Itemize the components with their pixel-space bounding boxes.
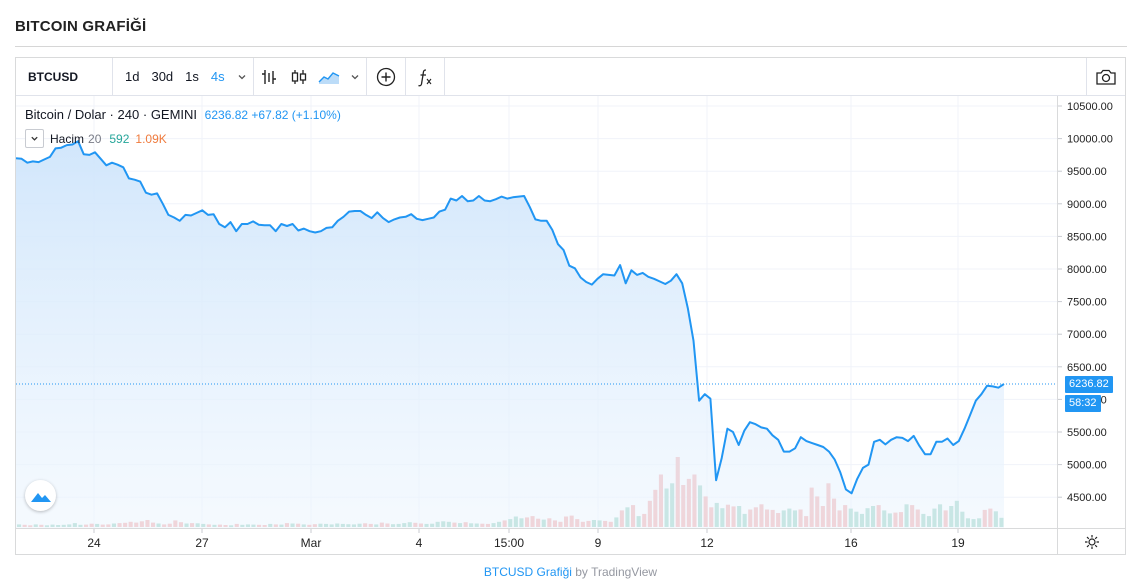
indicators-button[interactable] [406, 58, 444, 96]
bar-chart-button[interactable] [254, 58, 284, 96]
volume-period: 20 [88, 131, 102, 146]
candlestick-button[interactable] [284, 58, 314, 96]
chevron-down-icon [31, 136, 38, 141]
toolbar-divider [404, 57, 406, 96]
y-tick-label: 8000.00 [1067, 264, 1107, 276]
volume-value: 592 [109, 131, 130, 146]
toolbar-divider [365, 57, 367, 96]
chevron-down-icon [351, 74, 359, 79]
legend-symbol-name: Bitcoin / Dolar [25, 107, 106, 122]
x-tick-label: 24 [87, 536, 101, 550]
y-tick-label: 5500.00 [1067, 427, 1107, 439]
interval-1s[interactable]: 1s [185, 69, 199, 84]
legend-change: +67.82 [251, 108, 289, 122]
function-icon [417, 68, 432, 86]
footer-chart-link[interactable]: BTCUSD Grafiği [483, 565, 572, 579]
chevron-down-icon [238, 74, 246, 79]
tradingview-logo-icon [30, 492, 51, 502]
footer-brand: TradingView [591, 565, 658, 579]
last-price-label: 6236.82 [1065, 376, 1113, 393]
interval-30d[interactable]: 30d [151, 69, 174, 84]
x-tick-label: 12 [700, 536, 714, 550]
symbol-search-button[interactable]: BTCUSD [16, 57, 113, 96]
legend-exchange: GEMINI [150, 107, 198, 122]
collapse-legend-button[interactable] [25, 129, 44, 148]
legend-interval: 240 [117, 107, 140, 122]
x-tick-label: 15:00 [494, 536, 524, 550]
legend-separator: · [142, 107, 148, 122]
interval-dropdown[interactable] [231, 58, 253, 96]
legend-separator: · [109, 107, 114, 122]
price-line [16, 140, 1005, 495]
camera-icon [1096, 69, 1116, 85]
gear-icon [1084, 535, 1099, 549]
footer-by-text: by [575, 565, 588, 579]
price-area-fill [16, 141, 1004, 528]
toolbar-divider [252, 57, 254, 96]
legend-change-pct: (+1.10%) [291, 108, 341, 122]
y-tick-label: 7000.00 [1067, 329, 1107, 341]
x-tick-label: 9 [595, 536, 602, 550]
chart-settings-button[interactable] [1057, 528, 1125, 555]
y-tick-label: 4500.00 [1067, 492, 1107, 504]
area-chart-button[interactable] [314, 58, 344, 96]
add-indicator-button[interactable] [367, 58, 405, 96]
bar-countdown-label: 58:32 [1065, 395, 1101, 412]
footer-attribution: BTCUSD Grafiği by TradingView [0, 565, 1141, 579]
x-tick-label: 16 [844, 536, 858, 550]
y-tick-label: 9500.00 [1067, 166, 1107, 178]
bar-chart-icon [261, 69, 276, 84]
chart-type-dropdown[interactable] [344, 58, 366, 96]
interval-4s[interactable]: 4s [210, 69, 225, 84]
area-chart-icon [318, 71, 339, 84]
y-tick-label: 6500.00 [1067, 362, 1107, 374]
y-tick-label: 10000.00 [1067, 134, 1113, 146]
toolbar-divider [1086, 57, 1087, 96]
y-tick-label: 8500.00 [1067, 231, 1107, 243]
y-tick-label: 5000.00 [1067, 460, 1107, 472]
title-divider [15, 46, 1127, 47]
volume-label: Hacim [50, 131, 85, 146]
toolbar-divider [443, 57, 445, 96]
legend-price: 6236.82 [204, 108, 249, 122]
y-tick-label: 9000.00 [1067, 199, 1107, 211]
x-tick-label: 4 [416, 536, 423, 550]
candlestick-icon [291, 69, 306, 84]
page-title: BITCOIN GRAFİĞİ [15, 18, 147, 35]
chart-toolbar: BTCUSD 1d 30d 1s 4s [16, 57, 1125, 96]
volume-ma: 1.09K [135, 131, 167, 146]
y-tick-label: 10500.00 [1067, 101, 1113, 113]
x-tick-label: 19 [951, 536, 965, 550]
price-chart[interactable] [16, 96, 1057, 528]
snapshot-button[interactable] [1087, 58, 1125, 96]
price-axis[interactable]: 10500.00 10000.00 9500.00 9000.00 8500.00 800… [1057, 96, 1125, 528]
add-indicator-icon [376, 67, 395, 86]
x-tick-label: 27 [195, 536, 209, 550]
x-tick-label: Mar [301, 536, 322, 550]
y-tick-label: 7500.00 [1067, 297, 1107, 309]
interval-1d[interactable]: 1d [125, 69, 140, 84]
symbol-legend: Bitcoin / Dolar · 240 · GEMINI 6236.82 +… [25, 107, 341, 122]
chart-widget: BTCUSD 1d 30d 1s 4s [15, 57, 1126, 555]
time-axis[interactable]: 24 27 Mar 4 15:00 9 12 16 19 [16, 528, 1057, 555]
tradingview-logo[interactable] [25, 480, 56, 511]
volume-legend: Hacim 20 592 1.09K [25, 129, 167, 148]
